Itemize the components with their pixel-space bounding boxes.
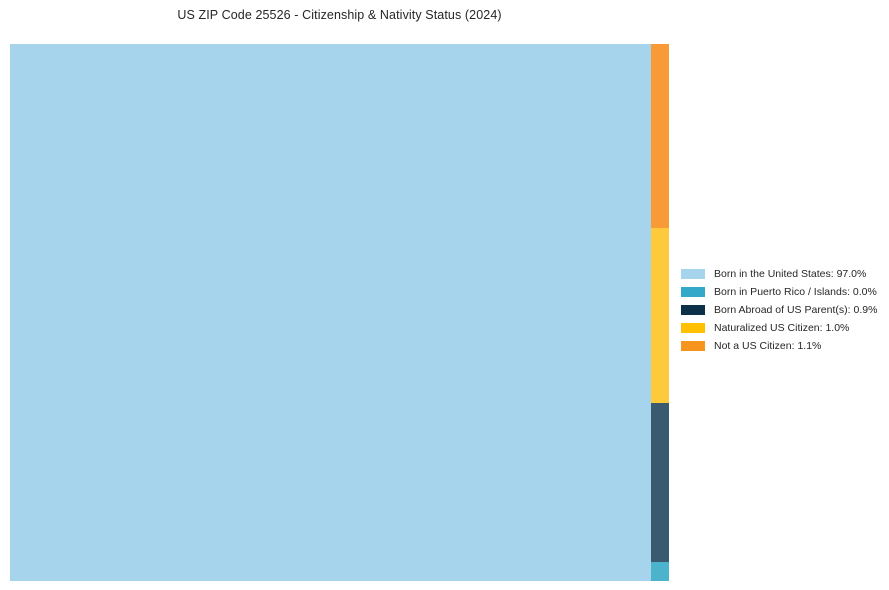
legend-swatch: [681, 323, 705, 333]
chart-title: US ZIP Code 25526 - Citizenship & Nativi…: [177, 8, 502, 22]
legend-item[interactable]: Born in Puerto Rico / Islands: 0.0%: [681, 283, 881, 301]
treemap-plot-area: [10, 44, 669, 581]
legend-swatch: [681, 305, 705, 315]
legend-label: Born in the United States: 97.0%: [714, 267, 867, 280]
legend-label: Not a US Citizen: 1.1%: [714, 339, 822, 352]
chart-legend: Born in the United States: 97.0% Born in …: [681, 265, 881, 355]
legend-label: Naturalized US Citizen: 1.0%: [714, 321, 850, 334]
treemap-tile[interactable]: [651, 44, 669, 228]
legend-label: Born in Puerto Rico / Islands: 0.0%: [714, 285, 877, 298]
legend-item[interactable]: Born in the United States: 97.0%: [681, 265, 881, 283]
legend-item[interactable]: Not a US Citizen: 1.1%: [681, 337, 881, 355]
treemap-tile[interactable]: [651, 562, 669, 581]
legend-swatch: [681, 341, 705, 351]
legend-swatch: [681, 287, 705, 297]
treemap-tile[interactable]: [651, 228, 669, 403]
legend-label: Born Abroad of US Parent(s): 0.9%: [714, 303, 878, 316]
legend-item[interactable]: Born Abroad of US Parent(s): 0.9%: [681, 301, 881, 319]
legend-swatch: [681, 269, 705, 279]
treemap-tile[interactable]: [651, 403, 669, 562]
legend-item[interactable]: Naturalized US Citizen: 1.0%: [681, 319, 881, 337]
treemap-tile[interactable]: [10, 44, 651, 581]
